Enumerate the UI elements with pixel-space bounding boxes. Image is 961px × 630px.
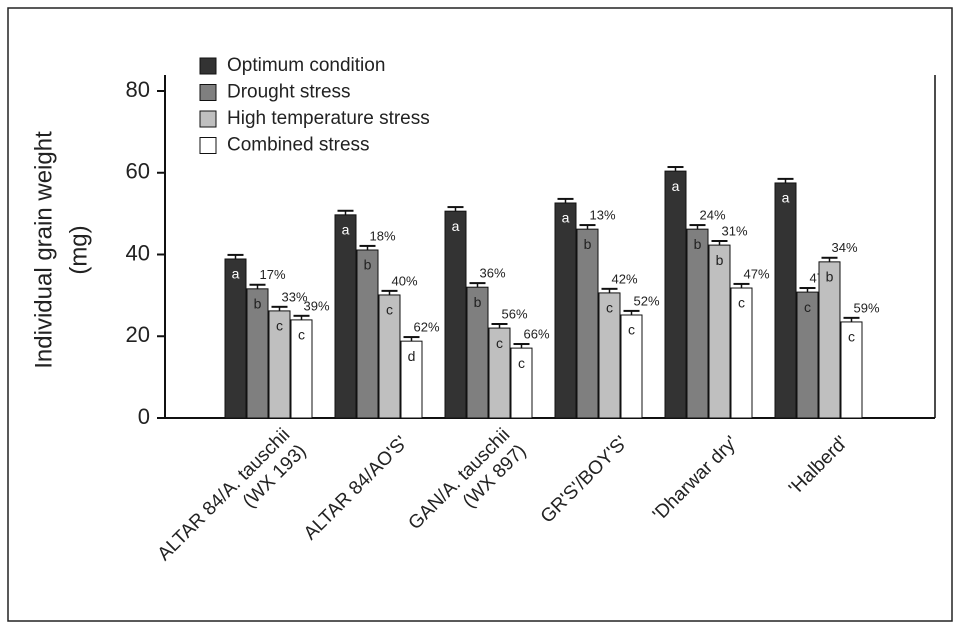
bar	[444, 210, 467, 419]
legend-swatch	[199, 57, 217, 75]
bar	[774, 182, 797, 419]
legend-label: Drought stress	[227, 82, 351, 103]
x-tick-label: GR'S'/BOY'S'	[537, 432, 632, 527]
reduction-label: 18%	[370, 228, 396, 243]
bar	[334, 214, 357, 419]
reduction-label: 33%	[282, 289, 308, 304]
significance-letter: b	[826, 269, 834, 285]
bar	[576, 228, 599, 419]
x-tick-label: GAN/A. tauschii(WX 897)	[405, 424, 531, 550]
significance-letter: b	[694, 236, 702, 252]
reduction-label: 36%	[480, 266, 506, 281]
y-axis-label: (mg)	[65, 225, 92, 274]
significance-letter: b	[254, 296, 262, 312]
significance-letter: c	[496, 335, 503, 351]
significance-letter: b	[584, 236, 592, 252]
x-tick-label: 'Halberd'	[785, 432, 852, 499]
significance-letter: b	[716, 252, 724, 268]
x-tick-label: 'Dharwar dry'	[649, 432, 742, 525]
legend-swatch	[199, 137, 217, 154]
reduction-label: 34%	[832, 240, 858, 255]
x-tick-label: ALTAR 84/A. tauschii(WX 193)	[154, 424, 311, 581]
y-tick-label: 40	[126, 240, 150, 265]
bar	[818, 261, 841, 419]
reduction-label: 39%	[304, 298, 330, 313]
reduction-label: 56%	[502, 306, 528, 321]
x-tick-label: ALTAR 84/AO'S'	[300, 432, 412, 544]
significance-letter: c	[518, 355, 525, 371]
legend-label: Combined stress	[227, 135, 370, 156]
reduction-label: 47%	[744, 266, 770, 281]
bar	[686, 228, 709, 419]
significance-letter: c	[848, 329, 855, 345]
significance-letter: a	[232, 266, 240, 282]
significance-letter: b	[474, 294, 482, 310]
bar	[708, 244, 731, 419]
y-tick-label: 20	[126, 322, 150, 347]
reduction-label: 13%	[590, 208, 616, 223]
reduction-label: 24%	[700, 208, 726, 223]
legend-label: High temperature stress	[227, 108, 430, 129]
y-tick-label: 0	[138, 404, 150, 429]
significance-letter: c	[606, 300, 613, 316]
reduction-label: 52%	[634, 293, 660, 308]
bar	[356, 249, 379, 419]
significance-letter: a	[672, 178, 680, 194]
legend-swatch	[199, 84, 217, 101]
significance-letter: c	[804, 299, 811, 315]
significance-letter: a	[562, 210, 570, 226]
y-axis-label: Individual grain weight	[30, 131, 57, 369]
bar	[664, 170, 687, 419]
significance-letter: c	[628, 322, 635, 338]
reduction-label: 62%	[414, 320, 440, 335]
reduction-label: 17%	[260, 267, 286, 282]
reduction-label: 66%	[524, 326, 550, 341]
significance-letter: a	[452, 218, 460, 234]
reduction-label: 40%	[392, 273, 418, 288]
significance-letter: c	[738, 295, 745, 311]
reduction-label: 31%	[722, 223, 748, 238]
significance-letter: c	[298, 327, 305, 343]
significance-letter: b	[364, 257, 372, 273]
frame	[7, 7, 953, 622]
bar	[554, 202, 577, 419]
reduction-label: 42%	[612, 271, 638, 286]
significance-letter: d	[408, 348, 416, 364]
reduction-label: 59%	[854, 300, 880, 315]
y-tick-label: 60	[126, 159, 150, 184]
legend-label: Optimum condition	[227, 55, 385, 76]
significance-letter: c	[276, 318, 283, 334]
significance-letter: c	[386, 302, 393, 318]
significance-letter: a	[342, 222, 350, 238]
significance-letter: a	[782, 190, 790, 206]
y-tick-label: 80	[126, 77, 150, 102]
bar	[224, 258, 247, 419]
legend-swatch	[199, 110, 217, 128]
